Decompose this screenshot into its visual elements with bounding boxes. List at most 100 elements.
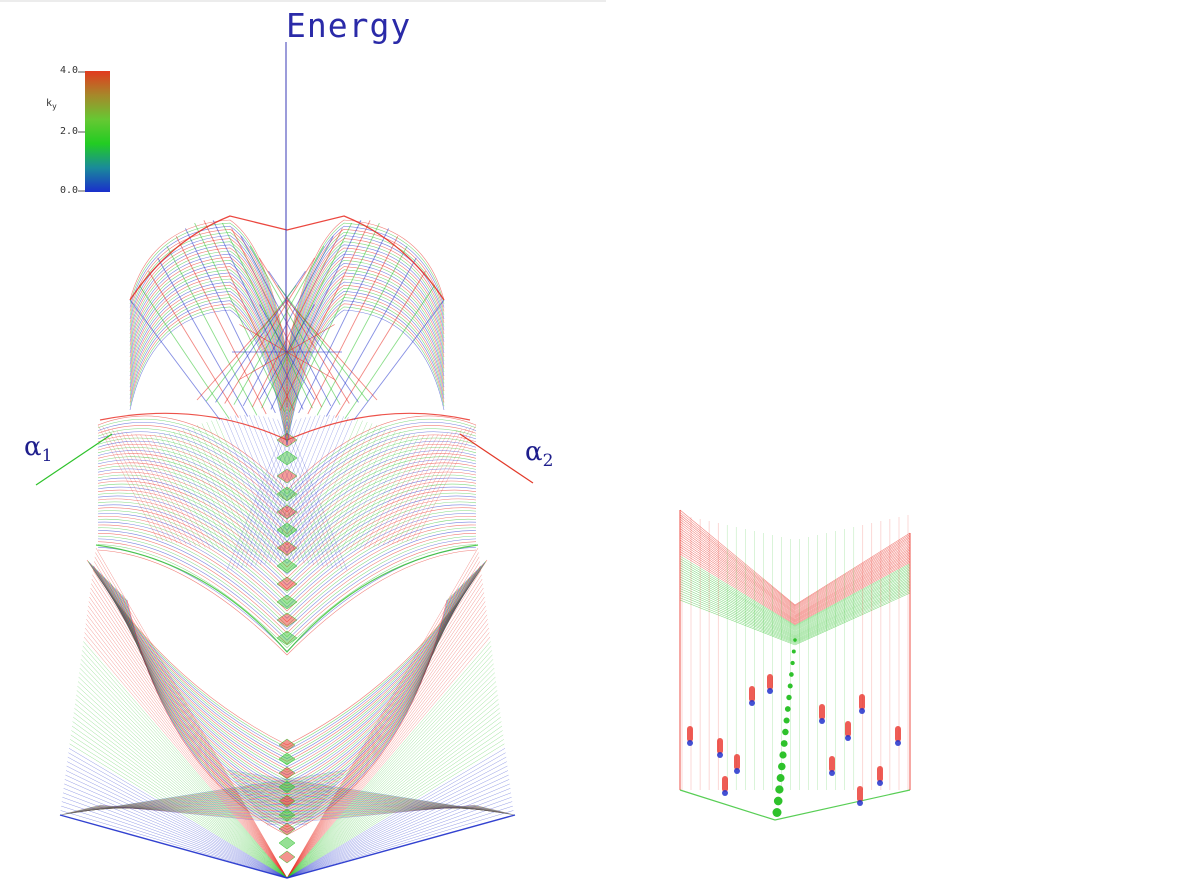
lower-fan-line-right <box>286 810 514 879</box>
inset-pillar <box>734 754 740 770</box>
middle-band-curve <box>97 535 477 638</box>
inset-band-curve <box>679 578 911 637</box>
inset-pillar-base <box>877 780 883 786</box>
middle-hatch <box>187 427 248 555</box>
middle-hatch <box>359 434 420 550</box>
inset-band-curve <box>679 591 911 645</box>
dome-star-ray <box>286 351 315 400</box>
inset-pillar-base <box>829 770 835 776</box>
middle-band-curve <box>97 418 477 495</box>
middle-diamond <box>276 576 298 592</box>
inset-band-curve <box>679 560 911 628</box>
inset-dot <box>780 740 788 747</box>
middle-diamond <box>276 486 298 502</box>
lower-diamond <box>278 752 296 766</box>
inset-band-curve <box>679 588 911 643</box>
inset-bottom-edge <box>679 789 911 821</box>
lower-fan-line-left <box>82 650 288 879</box>
inset-pillar-base <box>722 790 728 796</box>
middle-hatch <box>363 434 425 549</box>
dome-ridge <box>307 235 399 415</box>
inset-band-curve <box>679 572 911 634</box>
middle-diamond <box>276 522 298 538</box>
inset-band-curve <box>679 528 911 614</box>
dome-band-curve <box>129 291 445 427</box>
lower-fan-line-left <box>73 712 288 879</box>
middle-hatch <box>302 420 363 559</box>
inset-dot <box>773 796 783 806</box>
dome-ridge <box>277 285 369 402</box>
inset-pillar-base <box>845 735 851 741</box>
lower-fan-line-left <box>87 610 288 879</box>
lower-fan-line-left <box>95 552 288 879</box>
lower-fan-line-right <box>286 681 497 879</box>
lower-fan-line-right <box>286 765 508 879</box>
inset-band-curve <box>679 555 911 626</box>
lower-fan-line-right <box>286 752 506 879</box>
alpha1-symbol: α <box>24 432 42 462</box>
dome-star-ray <box>259 351 288 400</box>
lower-fan-line-left <box>81 654 288 879</box>
inset-band-curve <box>679 532 911 616</box>
dome-band-curve <box>129 300 445 436</box>
middle-hatch <box>163 433 225 551</box>
lower-fan-line-left <box>89 596 288 879</box>
lower-fan-line-left <box>74 708 288 879</box>
dome-star-ray <box>259 304 288 353</box>
lower-fan-line-right <box>286 654 493 879</box>
middle-hatch <box>267 417 329 568</box>
middle-band-curve <box>97 521 477 619</box>
top-band-dome <box>129 215 445 446</box>
inset-pillar <box>877 766 883 782</box>
middle-diamond <box>276 558 298 574</box>
middle-diamond <box>276 432 298 448</box>
inset-band-curve <box>679 523 911 612</box>
middle-band-curve <box>97 437 477 517</box>
middle-band-curve <box>97 434 477 513</box>
middle-hatch <box>286 422 348 571</box>
middle-diamond <box>276 450 298 466</box>
middle-band-curve <box>97 507 477 601</box>
lower-band-curve <box>108 581 466 795</box>
dome-ridge <box>221 222 313 409</box>
lower-fan-line-left <box>64 779 288 879</box>
dome-ridge <box>203 220 295 411</box>
colorbar-gradient <box>85 71 110 192</box>
middle-hatch <box>259 415 321 565</box>
middle-hatch <box>97 424 159 541</box>
inset-pillar <box>845 721 851 737</box>
middle-hatch <box>253 415 315 565</box>
middle-band-curve <box>97 492 477 583</box>
inset-pillar <box>819 704 825 720</box>
middle-hatch <box>330 429 392 554</box>
middle-hatch <box>249 414 310 565</box>
inset-band-curve <box>679 537 911 618</box>
inset-band-curve <box>679 551 911 624</box>
lower-band-curve <box>120 593 454 822</box>
lower-fan-line-right <box>286 667 495 879</box>
alpha1-axis <box>35 433 113 486</box>
dome-ridge <box>286 299 378 401</box>
inset-pillar-base <box>859 708 865 714</box>
inset-pillar-base <box>767 688 773 694</box>
lower-fan-line-left <box>89 592 288 879</box>
middle-hatch <box>354 434 415 550</box>
inset-pillar <box>722 776 728 792</box>
inset-pillar-base <box>895 740 901 746</box>
lower-fan-line-left <box>65 770 288 879</box>
dome-ridge <box>233 245 325 405</box>
lower-fan-line-right <box>286 596 485 879</box>
lower-fan-line-right <box>286 779 510 879</box>
lower-fan-line-right <box>286 699 499 879</box>
inset-dot <box>787 683 793 689</box>
lower-fan-line-left <box>61 801 288 879</box>
middle-hatch <box>116 430 178 544</box>
lower-fan-line-right <box>286 761 507 879</box>
middle-diamond <box>276 630 298 646</box>
inset-band-curve <box>679 576 911 636</box>
middle-hatch <box>231 420 292 570</box>
lower-fan-line-left <box>68 748 288 879</box>
dome-ridge <box>325 257 417 417</box>
colorbar-tick-label-max: 4.0 <box>60 65 79 76</box>
dome-ridge <box>249 245 341 405</box>
